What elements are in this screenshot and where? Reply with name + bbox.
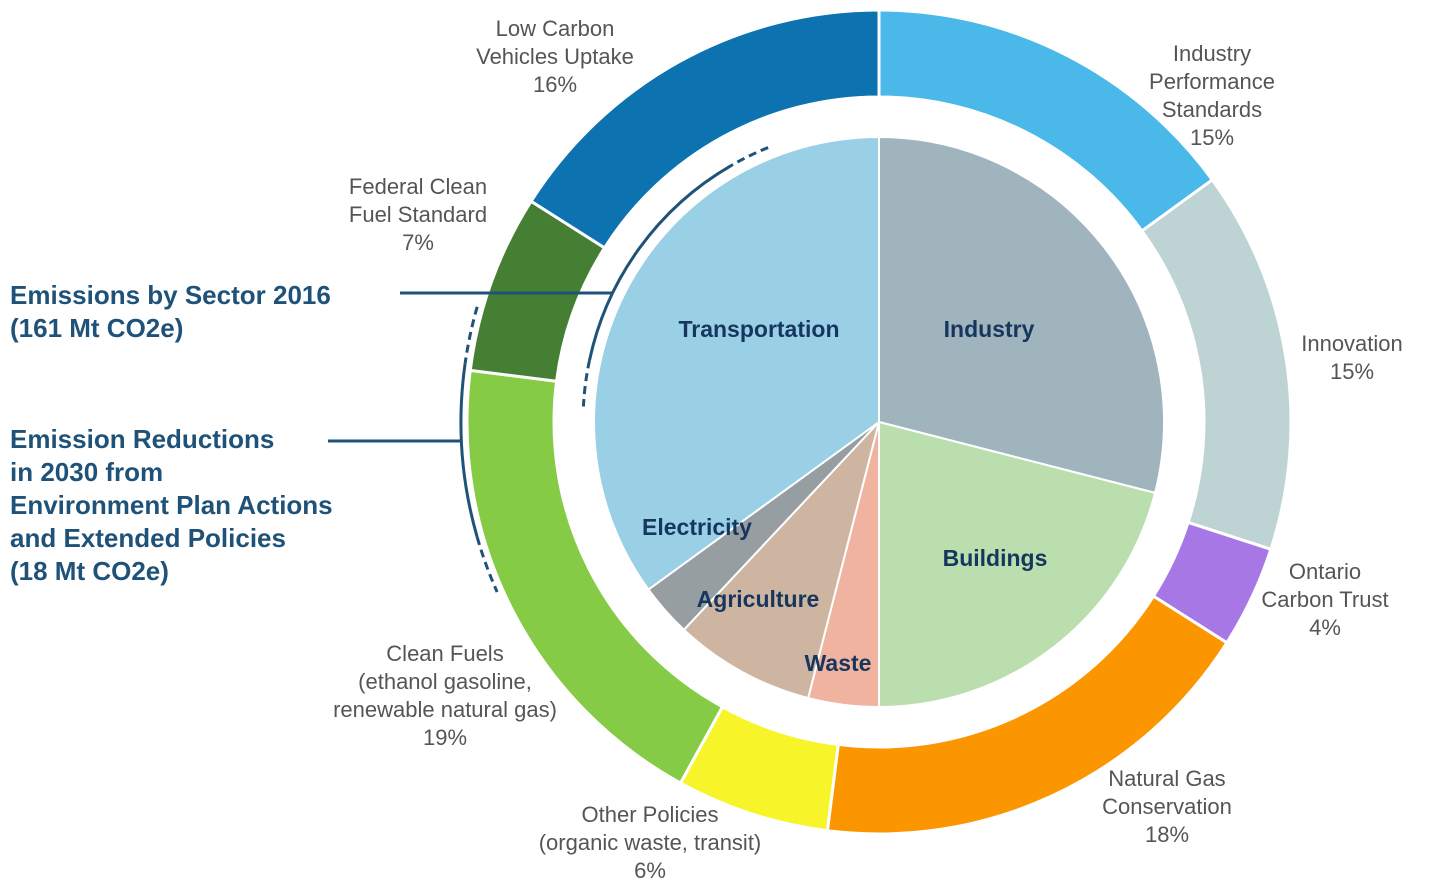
pie-slice [593, 135, 880, 591]
value-label: 4% [1309, 615, 1341, 640]
annotation: Emissions by Sector 2016 (161 Mt CO2e) [10, 280, 331, 343]
slice-label: Electricity [642, 514, 752, 540]
bracket-arc [459, 363, 479, 538]
segment-label: Industry Performance Standards [1149, 41, 1275, 122]
bracket-arc [475, 536, 499, 593]
value-label: 16% [533, 72, 577, 97]
ring-segment [529, 8, 881, 250]
pie-slice [682, 421, 880, 700]
value-label: 6% [634, 858, 666, 882]
value-label: 15% [1190, 125, 1234, 150]
annotation: Emission Reductions in 2030 from Environme… [10, 424, 333, 586]
slice-label: Agriculture [697, 586, 820, 612]
pie-slice [878, 420, 1157, 709]
segment-label: Other Policies (organic waste, transit) [539, 802, 762, 855]
value-label: 18% [1145, 822, 1189, 847]
segment-label: Clean Fuels (ethanol gasoline, renewable n… [333, 641, 557, 722]
segment-label: Innovation [1301, 331, 1403, 356]
ring-segment [1139, 177, 1293, 552]
value-label: 7% [402, 230, 434, 255]
pie-slice [878, 135, 1166, 495]
slice-label: Transportation [678, 316, 839, 342]
value-label: 19% [423, 725, 467, 750]
bracket-arc [730, 146, 769, 167]
segment-label: Ontario Carbon Trust [1261, 559, 1388, 612]
bracket-arc [581, 360, 591, 407]
slice-label: Industry [944, 316, 1035, 342]
value-label: 15% [1330, 359, 1374, 384]
slice-label: Buildings [943, 545, 1048, 571]
segment-label: Natural Gas Conservation [1102, 766, 1232, 819]
slice-label: Waste [805, 650, 872, 676]
bracket-arc [463, 306, 479, 365]
bracket-arc [588, 164, 732, 361]
segment-label: Federal Clean Fuel Standard [349, 174, 487, 227]
segment-label: Low Carbon Vehicles Uptake [476, 16, 634, 69]
